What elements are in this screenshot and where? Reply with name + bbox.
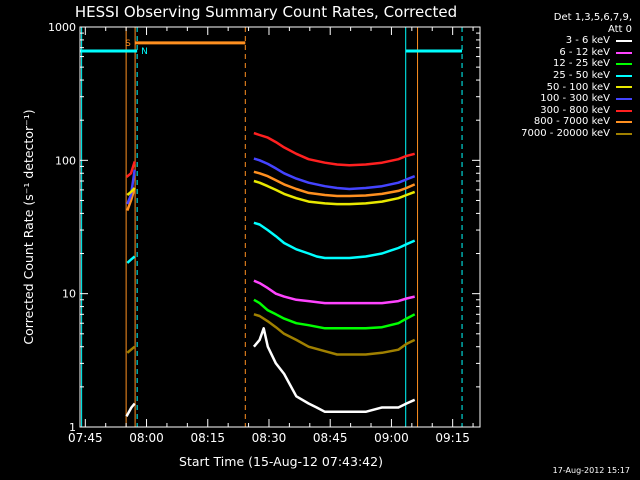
legend-label: 800 - 7000 keV [533, 116, 610, 128]
plot-frame [79, 26, 481, 428]
legend-swatch [616, 39, 632, 42]
x-tick-label: 08:00 [129, 431, 164, 445]
legend-swatch [616, 86, 632, 89]
series-3-6-kev-segment-0 [125, 402, 136, 418]
series-100-300-kev-segment-1 [253, 157, 416, 191]
legend-item-100-300-kev: 100 - 300 keV [482, 93, 632, 105]
y-tick-label: 10 [62, 288, 76, 301]
x-tick-label: 08:15 [190, 431, 225, 445]
legend-label: 6 - 12 keV [559, 46, 610, 58]
legend-label: 3 - 6 keV [565, 35, 610, 47]
x-tick-label: 09:00 [374, 431, 409, 445]
y-tick-label: 1000 [48, 21, 76, 34]
series-100-300-kev-segment-0 [126, 169, 136, 205]
legend-item-300-800-kev: 300 - 800 keV [482, 105, 632, 117]
chart-title: HESSI Observing Summary Count Rates, Cor… [75, 3, 457, 21]
timestamp: 17-Aug-2012 15:17 [552, 466, 630, 475]
legend-attenuator: Att 0 [607, 23, 632, 35]
legend-item-50-100-kev: 50 - 100 keV [482, 82, 632, 94]
x-tick-label: 08:30 [252, 431, 287, 445]
x-tick-label: 09:15 [435, 431, 470, 445]
series-12-25-kev-segment-0 [253, 298, 416, 330]
legend-swatch [616, 97, 632, 100]
x-tick-label: 08:45 [313, 431, 348, 445]
series-3-6-kev-segment-1 [252, 327, 416, 414]
series-300-800-kev-segment-0 [125, 161, 136, 178]
series-800-7000-kev-segment-0 [126, 187, 136, 212]
legend-item-6-12-kev: 6 - 12 keV [482, 47, 632, 59]
legend-label: 300 - 800 keV [540, 104, 610, 116]
y-tick-label: 100 [55, 154, 76, 167]
series-50-100-kev-segment-0 [126, 187, 136, 196]
series-6-12-kev-segment-0 [253, 279, 415, 305]
legend-swatch [616, 63, 632, 66]
x-tick-label: 07:45 [68, 431, 103, 445]
series-7000-20000-kev-segment-0 [126, 345, 136, 354]
legend-detectors: Det 1,3,5,6,7,9, [553, 12, 632, 23]
y-axis-label: Corrected Count Rate (s⁻¹ detector⁻¹) [21, 109, 36, 344]
legend-item-25-50-kev: 25 - 50 keV [482, 70, 632, 82]
flag-label-n: N [141, 47, 148, 57]
series-7000-20000-kev-segment-1 [253, 313, 416, 356]
x-axis-label: Start Time (15-Aug-12 07:43:42) [179, 454, 383, 469]
flag-label-s: S [125, 39, 131, 49]
legend-item-3-6-kev: 3 - 6 keV [482, 35, 632, 47]
series-25-50-kev-segment-0 [126, 255, 136, 264]
legend-swatch [616, 132, 632, 135]
legend-swatch [616, 109, 632, 112]
series-300-800-kev-segment-1 [253, 131, 416, 167]
legend-label: 50 - 100 keV [546, 81, 610, 93]
legend-item-800-7000-kev: 800 - 7000 keV [482, 116, 632, 128]
legend-item-7000-20000-kev: 7000 - 20000 keV [482, 128, 632, 140]
legend: Det 1,3,5,6,7,9, Att 0 3 - 6 keV 6 - 12 k… [482, 12, 632, 140]
legend-label: 25 - 50 keV [552, 69, 610, 81]
series-25-50-kev-segment-1 [253, 221, 416, 260]
legend-label: 12 - 25 keV [552, 58, 610, 70]
legend-swatch [616, 51, 632, 54]
legend-swatch [616, 74, 632, 77]
series-50-100-kev-segment-1 [253, 179, 416, 206]
legend-label: 100 - 300 keV [540, 93, 610, 105]
legend-label: 7000 - 20000 keV [521, 127, 610, 139]
y-tick-label: 1 [69, 421, 76, 434]
legend-swatch [616, 121, 632, 124]
legend-item-12-25-kev: 12 - 25 keV [482, 58, 632, 70]
series-800-7000-kev-segment-1 [253, 170, 416, 198]
